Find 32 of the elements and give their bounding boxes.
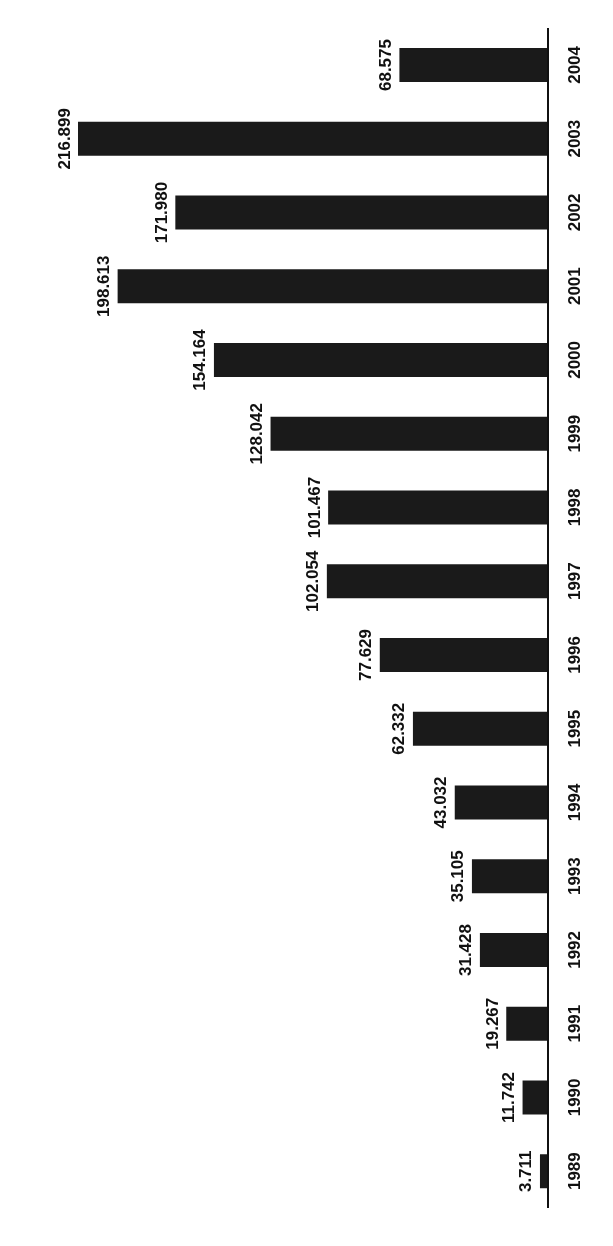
y-tick-label: 2001 bbox=[564, 267, 584, 306]
y-tick-label: 1993 bbox=[564, 857, 584, 896]
data-label: 198.613 bbox=[94, 255, 114, 317]
y-tick-label: 1991 bbox=[564, 1004, 584, 1043]
data-label: 101.467 bbox=[304, 476, 324, 539]
y-tick-label: 2002 bbox=[564, 193, 584, 232]
y-tick-label: 1997 bbox=[564, 562, 584, 601]
data-label: 77.629 bbox=[356, 629, 376, 681]
data-label: 31.428 bbox=[456, 924, 476, 976]
data-label: 154.164 bbox=[190, 328, 210, 391]
y-tick-label: 2003 bbox=[564, 119, 584, 158]
y-tick-label: 1996 bbox=[564, 635, 584, 674]
data-label: 43.032 bbox=[431, 776, 451, 829]
y-tick-label: 1989 bbox=[564, 1152, 584, 1191]
data-label: 3.711 bbox=[516, 1150, 536, 1193]
data-label: 19.267 bbox=[482, 997, 502, 1050]
data-label: 216.899 bbox=[54, 108, 74, 170]
data-label: 62.332 bbox=[389, 702, 409, 755]
y-tick-label: 1994 bbox=[564, 782, 584, 822]
data-label: 128.042 bbox=[247, 403, 267, 465]
y-tick-label: 1990 bbox=[564, 1078, 584, 1117]
y-tick-label: 1992 bbox=[564, 930, 584, 969]
y-tick-label: 1999 bbox=[564, 414, 584, 453]
y-tick-label: 2000 bbox=[564, 340, 584, 379]
data-label: 11.742 bbox=[499, 1071, 519, 1124]
data-label: 102.054 bbox=[303, 549, 323, 612]
y-tick-label: 2004 bbox=[564, 45, 584, 84]
data-label: 68.575 bbox=[375, 39, 395, 91]
data-label: 35.105 bbox=[448, 850, 468, 903]
y-tick-label: 1995 bbox=[564, 709, 584, 748]
data-label: 171.980 bbox=[151, 181, 171, 244]
y-tick-label: 1998 bbox=[564, 488, 584, 527]
